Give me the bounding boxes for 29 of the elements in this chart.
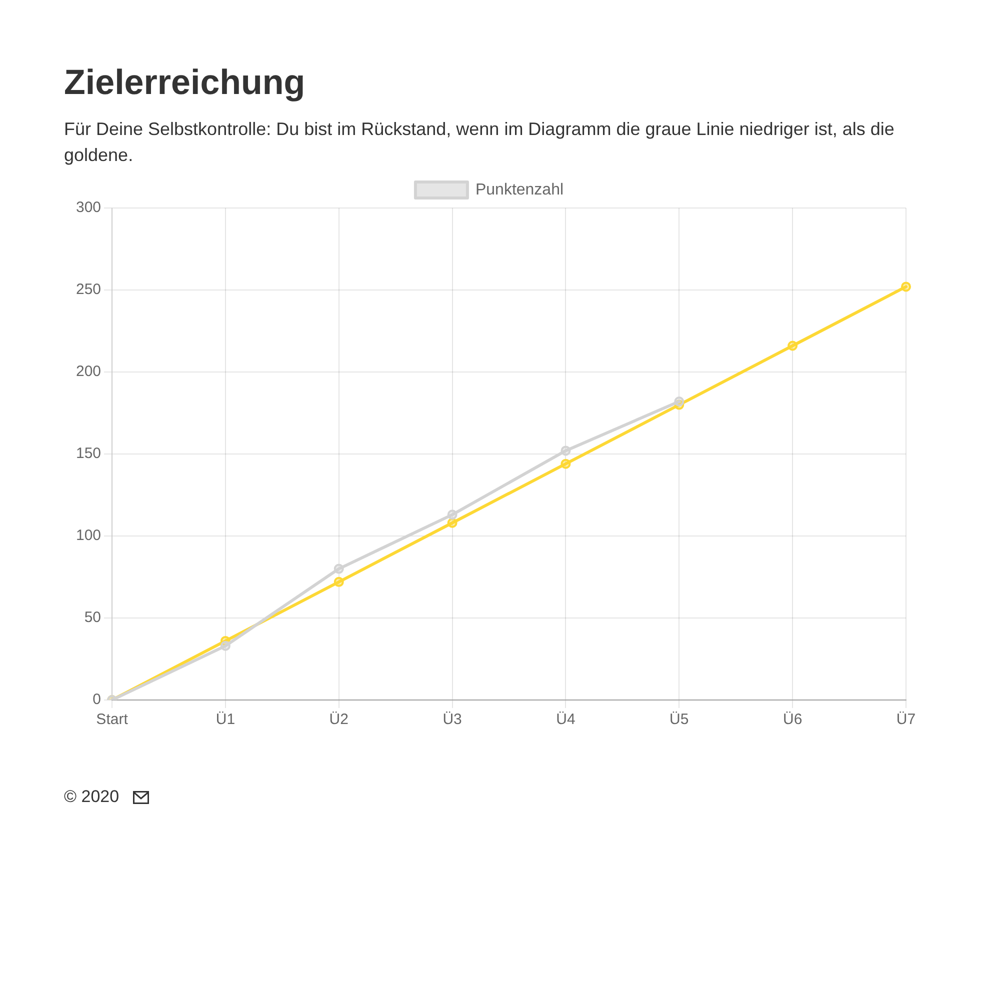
y-tick-label: 250 xyxy=(76,281,102,298)
point xyxy=(674,396,684,407)
x-tick-label: Ü4 xyxy=(556,711,576,728)
x-tick-label: Ü7 xyxy=(896,711,916,728)
x-tick-label: Start xyxy=(96,711,129,728)
point xyxy=(560,458,571,469)
y-tick-label: 150 xyxy=(76,445,102,462)
point xyxy=(447,518,458,528)
x-tick-label: Ü1 xyxy=(216,711,236,728)
y-tick-label: 0 xyxy=(92,691,102,708)
y-tick-label: 50 xyxy=(84,609,102,626)
point xyxy=(220,640,230,651)
point xyxy=(788,340,798,351)
y-tick-label: 200 xyxy=(76,363,102,380)
y-tick-label: 300 xyxy=(76,199,102,216)
legend-label: Punktenzahl xyxy=(475,181,564,198)
point xyxy=(901,282,911,292)
y-tick-label: 100 xyxy=(76,527,102,544)
x-tick-label: Ü2 xyxy=(329,711,348,728)
text: © 2020 xyxy=(64,786,120,808)
chart-subtitle: Für Deine Selbstkontrolle: Du bist im Rückstand, wenn im Diagramm die graue Linie niedriger ist, als die goldene. xyxy=(64,118,896,167)
point xyxy=(560,446,571,456)
x-tick-label: Ü6 xyxy=(782,711,802,728)
point xyxy=(334,564,344,574)
point xyxy=(334,576,344,587)
point xyxy=(447,510,458,520)
x-tick-label: Ü3 xyxy=(442,711,462,728)
chart-title: Zielerreichung xyxy=(64,62,306,104)
x-tick-label: Ü5 xyxy=(670,711,689,728)
